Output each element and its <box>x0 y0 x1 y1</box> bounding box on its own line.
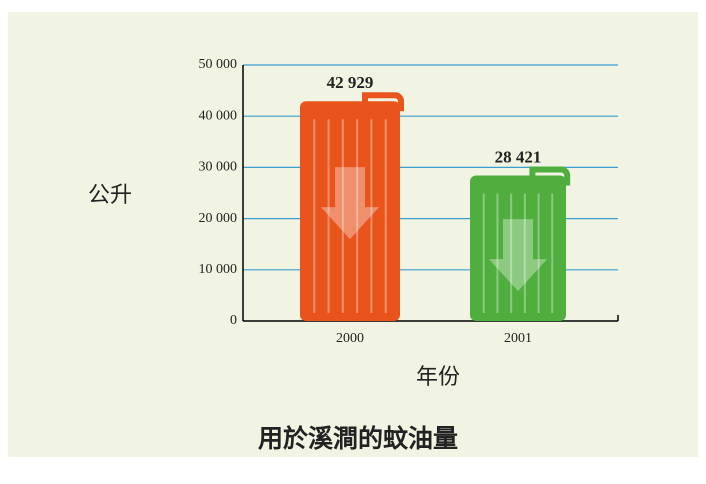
value-label: 28 421 <box>495 147 542 166</box>
can-decoration <box>313 92 404 313</box>
bar <box>300 101 400 321</box>
value-label: 42 929 <box>327 73 374 92</box>
y-tick-label: 40 000 <box>199 108 238 123</box>
can-handle <box>362 92 404 112</box>
y-tick-label: 0 <box>230 313 237 328</box>
x-tick-label: 2001 <box>504 331 532 346</box>
chart-title: 用於溪澗的蚊油量 <box>258 424 458 453</box>
can-arrow <box>321 167 379 240</box>
can-handle <box>529 166 571 186</box>
bar <box>470 175 566 321</box>
can-decoration <box>482 166 571 313</box>
y-tick-label: 20 000 <box>199 211 238 226</box>
y-tick-label: 50 000 <box>199 57 238 72</box>
x-axis-label: 年份 <box>416 365 460 390</box>
y-tick-label: 10 000 <box>199 262 238 277</box>
y-tick-label: 30 000 <box>199 160 238 175</box>
can-arrow <box>489 219 547 292</box>
x-tick-label: 2000 <box>336 331 364 346</box>
y-axis-label: 公升 <box>88 183 132 208</box>
